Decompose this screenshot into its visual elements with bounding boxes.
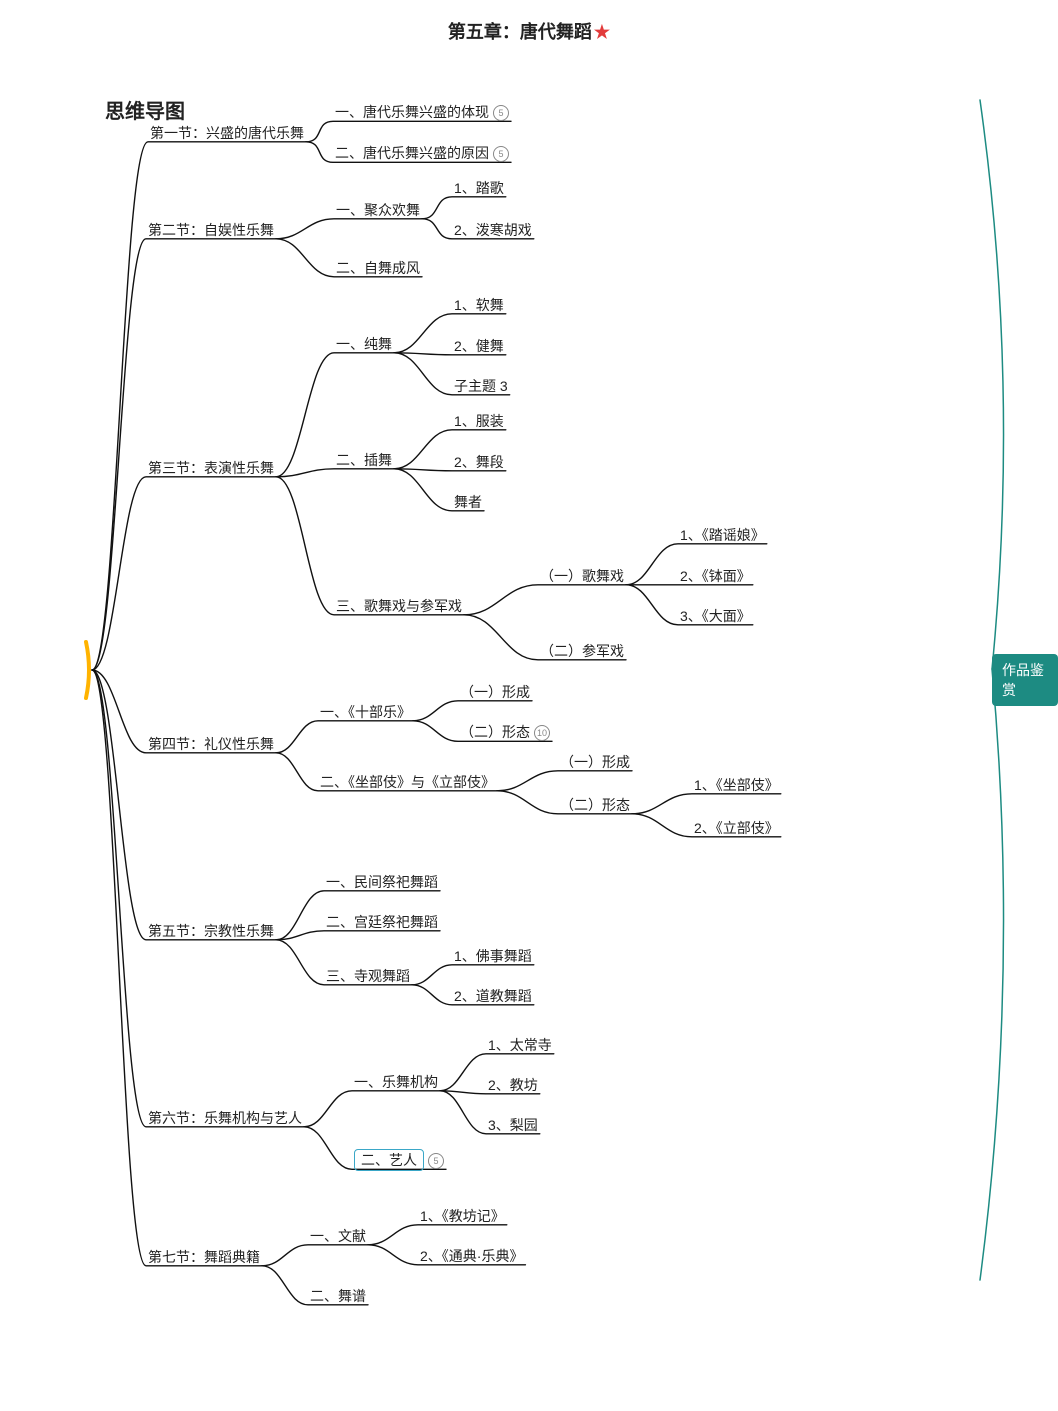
mindmap-node[interactable]: （一）形成: [560, 754, 630, 771]
mindmap-node[interactable]: 2、教坊: [488, 1077, 538, 1094]
mindmap-node[interactable]: 一、民间祭祀舞蹈: [326, 874, 438, 891]
count-badge: 10: [534, 725, 550, 741]
mindmap-node[interactable]: 二、插舞: [336, 452, 392, 469]
mindmap-node[interactable]: 二、艺人5: [354, 1152, 444, 1169]
mindmap-node[interactable]: 2、《通典·乐典》: [420, 1248, 523, 1265]
mindmap-node[interactable]: （二）形态: [560, 797, 630, 814]
mindmap-node[interactable]: 二、《坐部伎》与《立部伎》: [320, 774, 495, 791]
star-icon: ★: [594, 22, 610, 42]
mindmap-node[interactable]: 1、《教坊记》: [420, 1208, 505, 1225]
mindmap-node[interactable]: 1、《踏谣娘》: [680, 527, 765, 544]
mindmap-node[interactable]: 3、梨园: [488, 1117, 538, 1134]
mindmap-node[interactable]: 二、舞谱: [310, 1288, 366, 1305]
mindmap-node[interactable]: （一）歌舞戏: [540, 568, 624, 585]
mindmap-node[interactable]: 2、舞段: [454, 454, 504, 471]
mindmap-node[interactable]: 三、歌舞戏与参军戏: [336, 598, 462, 615]
mindmap-node[interactable]: 第四节：礼仪性乐舞: [148, 736, 274, 753]
mindmap-node[interactable]: 2、《立部伎》: [694, 820, 779, 837]
count-badge: 5: [493, 146, 509, 162]
mindmap-node[interactable]: 一、乐舞机构: [354, 1074, 438, 1091]
mindmap-node[interactable]: 第六节：乐舞机构与艺人: [148, 1110, 302, 1127]
appreciation-box[interactable]: 作品鉴赏: [992, 654, 1058, 706]
mindmap-node[interactable]: （二）参军戏: [540, 643, 624, 660]
mindmap-node[interactable]: 第五节：宗教性乐舞: [148, 923, 274, 940]
mindmap-node[interactable]: 1、软舞: [454, 297, 504, 314]
connector-lines: [0, 0, 1058, 1411]
mindmap-node[interactable]: 3、《大面》: [680, 608, 751, 625]
mindmap-node[interactable]: 一、聚众欢舞: [336, 202, 420, 219]
mindmap-node[interactable]: 舞者: [454, 494, 482, 511]
mindmap-node[interactable]: 一、《十部乐》: [320, 704, 411, 721]
page-title: 第五章：唐代舞蹈★: [0, 18, 1058, 44]
mindmap-node[interactable]: 第二节：自娱性乐舞: [148, 222, 274, 239]
mindmap-node[interactable]: 2、道教舞蹈: [454, 988, 532, 1005]
mindmap-node[interactable]: 1、《坐部伎》: [694, 777, 779, 794]
mindmap-node[interactable]: （一）形成: [460, 684, 530, 701]
mindmap-node[interactable]: 一、纯舞: [336, 336, 392, 353]
mindmap-node[interactable]: 一、文献: [310, 1228, 366, 1245]
mindmap-node[interactable]: 三、寺观舞蹈: [326, 968, 410, 985]
mindmap-node[interactable]: 第一节：兴盛的唐代乐舞: [150, 125, 304, 142]
title-text: 第五章：唐代舞蹈: [448, 22, 592, 42]
mindmap-node[interactable]: 1、太常寺: [488, 1037, 552, 1054]
mindmap-node[interactable]: 2、《钵面》: [680, 568, 751, 585]
mindmap-node[interactable]: 1、踏歌: [454, 180, 504, 197]
mindmap-node[interactable]: 二、自舞成风: [336, 260, 420, 277]
mindmap-node[interactable]: 二、宫廷祭祀舞蹈: [326, 914, 438, 931]
mindmap-node[interactable]: 2、健舞: [454, 338, 504, 355]
mindmap-node[interactable]: 一、唐代乐舞兴盛的体现5: [335, 104, 509, 121]
subtitle: 思维导图: [105, 95, 185, 124]
mindmap-node[interactable]: 二、唐代乐舞兴盛的原因5: [335, 145, 509, 162]
count-badge: 5: [428, 1153, 444, 1169]
mindmap-node[interactable]: 第七节：舞蹈典籍: [148, 1249, 260, 1266]
mindmap-node[interactable]: （二）形态10: [460, 724, 550, 741]
count-badge: 5: [493, 105, 509, 121]
mindmap-node[interactable]: 第三节：表演性乐舞: [148, 460, 274, 477]
mindmap-node[interactable]: 子主题 3: [454, 378, 508, 395]
mindmap-canvas: 第五章：唐代舞蹈★ 思维导图 第一节：兴盛的唐代乐舞 一、唐代乐舞兴盛的体现5 二、…: [0, 0, 1058, 1411]
mindmap-node[interactable]: 2、泼寒胡戏: [454, 222, 532, 239]
mindmap-node[interactable]: 1、服装: [454, 413, 504, 430]
mindmap-node[interactable]: 1、佛事舞蹈: [454, 948, 532, 965]
